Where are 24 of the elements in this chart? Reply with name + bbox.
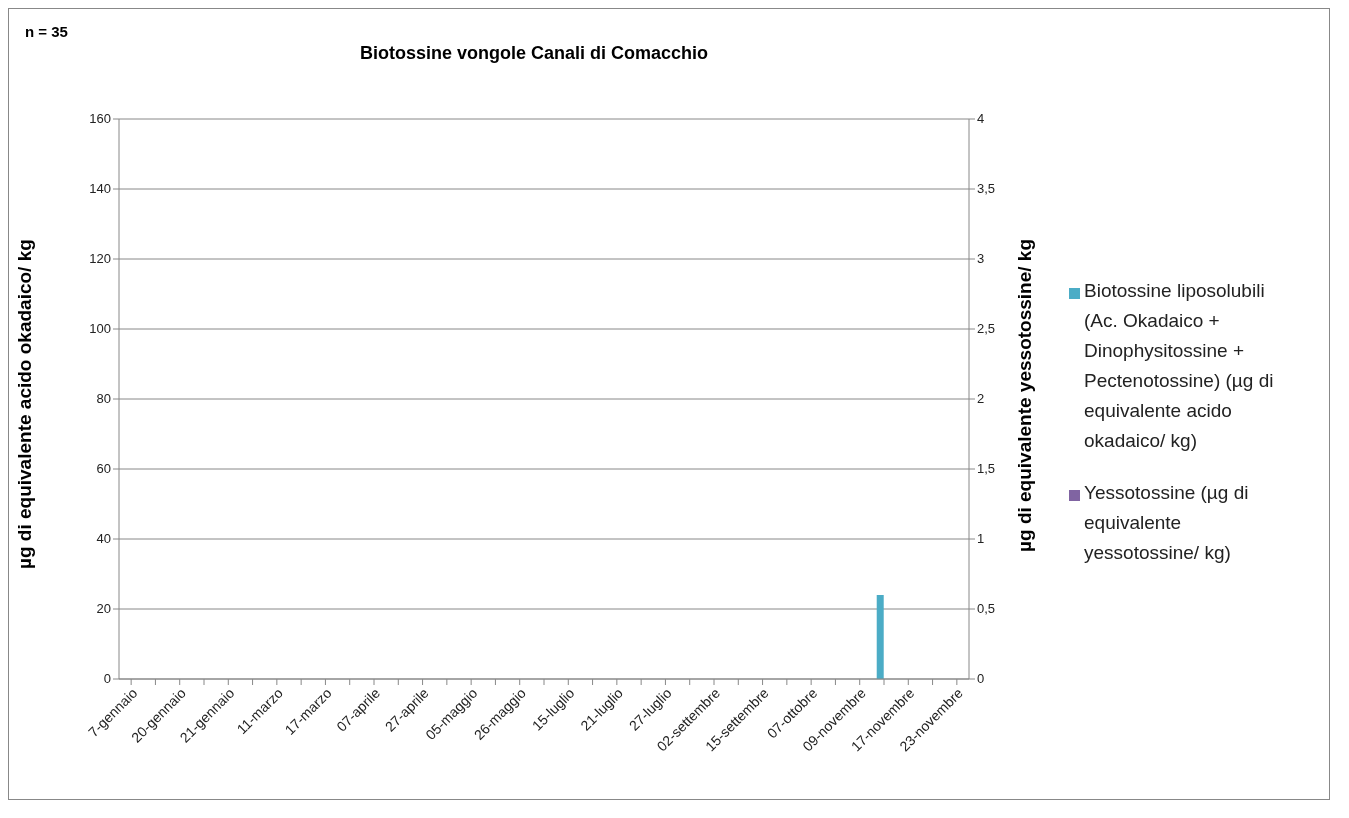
chart-title: Biotossine vongole Canali di Comacchio bbox=[358, 43, 710, 64]
text: n = 35 bbox=[25, 23, 68, 40]
y2-tick-label: 1,5 bbox=[977, 461, 996, 476]
y-tick-label: 20 bbox=[96, 601, 111, 616]
y-tick-label: 80 bbox=[96, 391, 111, 406]
y-tick-label: 0 bbox=[103, 671, 111, 686]
y2-tick-label: 2 bbox=[977, 391, 985, 406]
y-tick-label: 160 bbox=[89, 111, 111, 126]
y2-tick-label: 4 bbox=[977, 111, 985, 126]
y2-tick-label: 0 bbox=[977, 671, 985, 686]
y-tick-label: 100 bbox=[89, 321, 111, 336]
y-tick-label: 120 bbox=[89, 251, 111, 266]
legend-label: Biotossine liposolubili (Ac. Okadaico + Dinophysitossine + Pectenotossine) (µg di equivalente acido okadaico/ kg) bbox=[1084, 279, 1275, 453]
y-axis-title: µg di equivalente acido okadaico/ kg bbox=[13, 239, 35, 569]
y2-tick-label: 0,5 bbox=[977, 601, 996, 616]
y2-tick-label: 2,5 bbox=[977, 321, 996, 336]
y2-axis-title: µg di equivalente yessotossine/ kg bbox=[1013, 239, 1035, 552]
y-tick-label: 140 bbox=[89, 181, 111, 196]
y-tick-label: 40 bbox=[96, 531, 111, 546]
y2-tick-label: 3 bbox=[977, 251, 985, 266]
y-tick-label: 60 bbox=[96, 461, 111, 476]
legend-label: Yessotossine (µg di equivalente yessotossine/ kg) bbox=[1084, 481, 1250, 565]
y2-tick-label: 1 bbox=[977, 531, 985, 546]
y2-tick-label: 3,5 bbox=[977, 181, 996, 196]
